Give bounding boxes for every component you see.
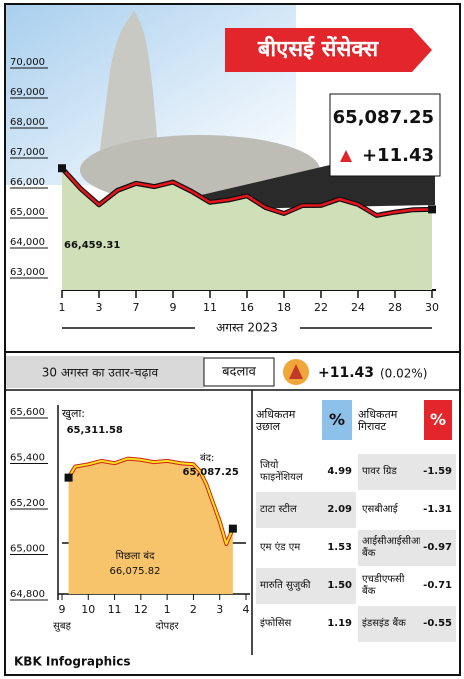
x-tick-label: 10 [81, 603, 95, 616]
y-tick-label: 64,800 [10, 589, 45, 600]
end-marker [229, 525, 237, 533]
y-tick-label: 70,000 [10, 57, 45, 68]
x-tick-label: 16 [240, 301, 254, 314]
credit: KBK Infographics [14, 655, 131, 669]
x-tick-label: 1 [59, 301, 66, 314]
table-cell: पावर ग्रिड [358, 454, 420, 490]
annotation: बंद: [200, 452, 214, 464]
annotation: पिछला बंद [116, 550, 156, 562]
x-tick-label: 9 [59, 603, 66, 616]
table-cell: इंडसइंड बैंक [358, 606, 420, 642]
table-cell: मारुति सुजुकी [256, 568, 320, 604]
close-value: 65,087.25 [333, 107, 434, 128]
table-cell: 4.99 [320, 454, 356, 490]
end-marker [58, 164, 66, 172]
title: बीएसई सेंसेक्स [257, 35, 379, 62]
table-cell: एसबीआई [358, 492, 420, 528]
y-tick-label: 65,000 [10, 544, 45, 555]
x-tick-label: 7 [133, 301, 140, 314]
x-period-label: सुबह [53, 621, 71, 632]
table-cell: % [322, 400, 352, 440]
y-tick-label: 64,000 [10, 237, 45, 248]
y-tick-label: 65,000 [10, 207, 45, 218]
x-tick-label: 18 [277, 301, 291, 314]
value-label: 65,311.58 [67, 425, 123, 436]
x-tick-label: 22 [314, 301, 328, 314]
infographic: बीएसई सेंसेक्स 65,087.25 +11.43 अगस्त 20… [0, 0, 464, 679]
x-tick-label: 12 [134, 603, 148, 616]
x-tick-label: 2 [190, 603, 197, 616]
y-tick-label: 65,200 [10, 498, 45, 509]
x-tick-label: 24 [351, 301, 365, 314]
y-tick-label: 65,600 [10, 407, 45, 418]
table-cell: -0.55 [420, 606, 456, 642]
table-cell: 2.09 [320, 492, 356, 528]
table-cell: अधिकतम गिरावट [358, 394, 424, 448]
x-tick-label: 1 [164, 603, 171, 616]
table-cell: इंफोसिस [256, 606, 320, 642]
end-marker [428, 205, 436, 213]
table-cell: -1.59 [420, 454, 456, 490]
y-tick-label: 69,000 [10, 87, 45, 98]
x-tick-label: 3 [216, 603, 223, 616]
table-cell: -1.31 [420, 492, 456, 528]
y-tick-label: 66,000 [10, 177, 45, 188]
change-percent: (0.02%) [380, 367, 427, 381]
change-points: +11.43 [318, 365, 374, 381]
x-tick-label: 28 [388, 301, 402, 314]
table-cell: एम एंड एम [256, 530, 320, 566]
table-cell: टाटा स्टील [256, 492, 320, 528]
x-period-label: दोपहर [156, 620, 180, 632]
y-tick-label: 63,000 [10, 267, 45, 278]
table-cell: अधिकतम उछाल [256, 394, 322, 448]
annotation: खुला: [62, 407, 85, 420]
change-label: बदलाव [222, 365, 257, 380]
x-tick-label: 4 [243, 603, 250, 616]
x-tick-label: 11 [203, 301, 217, 314]
x-tick-label: 3 [96, 301, 103, 314]
x-axis-title: अगस्त 2023 [216, 321, 278, 335]
value-label: 66,459.31 [64, 240, 120, 251]
table-cell: -0.97 [420, 530, 456, 566]
table-cell: % [424, 400, 452, 440]
x-tick-label: 11 [108, 603, 122, 616]
y-tick-label: 68,000 [10, 117, 45, 128]
annotation: 66,075.82 [110, 566, 161, 577]
table-cell: जियो फाइनेंशियल [256, 454, 320, 490]
y-tick-label: 65,400 [10, 453, 45, 464]
x-tick-label: 9 [170, 301, 177, 314]
end-marker [65, 474, 73, 482]
table-cell: 1.19 [320, 606, 356, 642]
value-label: 65,087.25 [183, 467, 239, 478]
table-cell: 1.53 [320, 530, 356, 566]
x-tick-label: 30 [425, 301, 439, 314]
table-cell: -0.71 [420, 568, 456, 604]
table-cell: 1.50 [320, 568, 356, 604]
change-value: +11.43 [362, 145, 434, 166]
y-tick-label: 67,000 [10, 147, 45, 158]
table-cell: एचडीएफसी बैंक [358, 568, 420, 604]
table-cell: आईसीआईसीआई बैंक [358, 530, 420, 566]
change-bar-title: 30 अगस्त का उतार-चढ़ाव [42, 366, 159, 380]
